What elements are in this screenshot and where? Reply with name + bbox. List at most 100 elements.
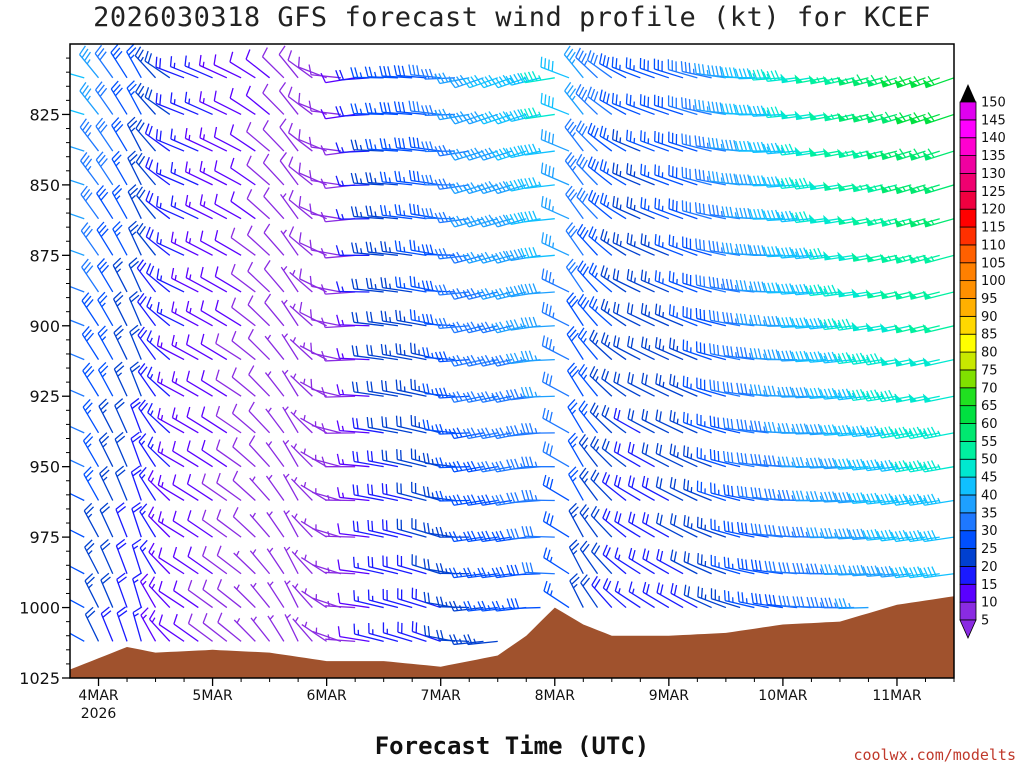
wind-barb bbox=[131, 538, 142, 574]
colorbar-label: 145 bbox=[981, 113, 1006, 128]
wind-barb bbox=[115, 502, 128, 538]
wind-barb bbox=[749, 175, 783, 187]
wind-barb bbox=[625, 57, 655, 79]
wind-barb bbox=[172, 546, 199, 575]
wind-barb bbox=[506, 458, 541, 470]
x-tick-label: 5MAR bbox=[192, 688, 233, 704]
colorbar-label: 20 bbox=[981, 560, 998, 575]
wind-barb bbox=[579, 540, 599, 575]
wind-barb bbox=[381, 416, 413, 434]
wind-barb bbox=[612, 195, 641, 220]
wind-barb bbox=[130, 431, 142, 467]
colorbar-label: 135 bbox=[981, 149, 1006, 164]
wind-barb bbox=[435, 457, 470, 469]
wind-barb bbox=[463, 600, 498, 612]
wind-barb bbox=[380, 277, 413, 293]
wind-barb bbox=[396, 482, 427, 502]
wind-barb bbox=[262, 119, 285, 152]
wind-barb bbox=[520, 283, 555, 295]
wind-barb bbox=[281, 369, 299, 397]
wind-barb bbox=[577, 260, 599, 293]
colorbar-label: 115 bbox=[981, 221, 1006, 236]
colorbar-box bbox=[959, 173, 977, 192]
wind-barb bbox=[94, 44, 114, 79]
wind-barb bbox=[434, 317, 470, 330]
wind-barb bbox=[147, 436, 171, 468]
wind-barb bbox=[590, 435, 613, 468]
wind-barb bbox=[366, 450, 399, 468]
wind-barb bbox=[144, 123, 171, 152]
wind-barb bbox=[654, 234, 684, 256]
wind-barb bbox=[668, 198, 698, 220]
wind-barb bbox=[292, 616, 313, 642]
wind-barb bbox=[669, 513, 698, 538]
wind-barb bbox=[287, 86, 313, 115]
wind-barb bbox=[230, 157, 256, 186]
wind-barb bbox=[710, 482, 741, 502]
wind-barb bbox=[626, 269, 655, 293]
wind-barb bbox=[365, 241, 399, 256]
wind-barb bbox=[628, 547, 655, 575]
credit-text: coolwx.com/modelts bbox=[853, 746, 1016, 764]
wind-barb bbox=[187, 510, 213, 538]
wind-barb bbox=[81, 325, 100, 360]
wind-barb bbox=[310, 342, 342, 361]
wind-barb bbox=[70, 529, 85, 538]
wind-barb bbox=[280, 265, 299, 293]
wind-barb bbox=[335, 175, 370, 187]
wind-barb bbox=[136, 259, 157, 293]
wind-barb bbox=[587, 86, 613, 115]
wind-barb bbox=[565, 185, 584, 220]
wind-barb bbox=[590, 469, 613, 501]
wind-barb bbox=[365, 311, 399, 327]
wind-barb bbox=[264, 293, 285, 327]
y-tick-label: 925 bbox=[29, 387, 60, 406]
wind-barb bbox=[721, 103, 755, 116]
wind-barb bbox=[642, 512, 670, 538]
wind-barb bbox=[589, 402, 613, 434]
wind-barb bbox=[396, 518, 427, 538]
wind-barb bbox=[382, 555, 413, 575]
wind-barb bbox=[791, 457, 826, 468]
wind-barb bbox=[625, 129, 655, 152]
wind-barb bbox=[820, 564, 855, 576]
wind-barb bbox=[353, 623, 384, 642]
wind-barb bbox=[541, 301, 570, 327]
wind-barb bbox=[84, 573, 100, 608]
wind-barb bbox=[520, 143, 555, 156]
wind-barb bbox=[96, 258, 114, 293]
wind-barb bbox=[682, 272, 712, 293]
wind-barb bbox=[99, 539, 114, 575]
wind-barb bbox=[199, 160, 228, 186]
wind-barb bbox=[351, 242, 384, 256]
colorbar-label: 5 bbox=[981, 614, 989, 629]
wind-barb bbox=[366, 344, 399, 361]
wind-barb bbox=[667, 59, 698, 79]
wind-barb bbox=[448, 531, 484, 543]
wind-barb bbox=[642, 548, 670, 575]
wind-barb bbox=[110, 80, 128, 115]
wind-barb bbox=[100, 572, 114, 608]
wind-barb bbox=[710, 588, 741, 609]
wind-barb bbox=[568, 466, 584, 501]
wind-barb bbox=[186, 370, 213, 397]
wind-barb bbox=[696, 413, 727, 434]
wind-barb bbox=[463, 567, 498, 579]
wind-barb bbox=[566, 362, 584, 397]
colorbar-label: 15 bbox=[981, 578, 998, 593]
wind-barb bbox=[279, 152, 299, 186]
x-tick-label: 10MAR bbox=[758, 688, 807, 704]
wind-barb bbox=[834, 528, 869, 540]
wind-barb bbox=[421, 313, 456, 327]
wind-barb bbox=[462, 427, 498, 440]
wind-barb bbox=[521, 525, 555, 538]
wind-barb bbox=[325, 567, 356, 575]
x-tick-label: 4MAR bbox=[78, 688, 119, 704]
wind-barb bbox=[299, 342, 327, 361]
wind-barb bbox=[199, 230, 228, 256]
wind-barb bbox=[245, 49, 271, 79]
wind-barb bbox=[171, 371, 199, 397]
wind-barb bbox=[288, 156, 313, 186]
wind-barb bbox=[184, 161, 213, 186]
wind-barb bbox=[325, 600, 356, 609]
